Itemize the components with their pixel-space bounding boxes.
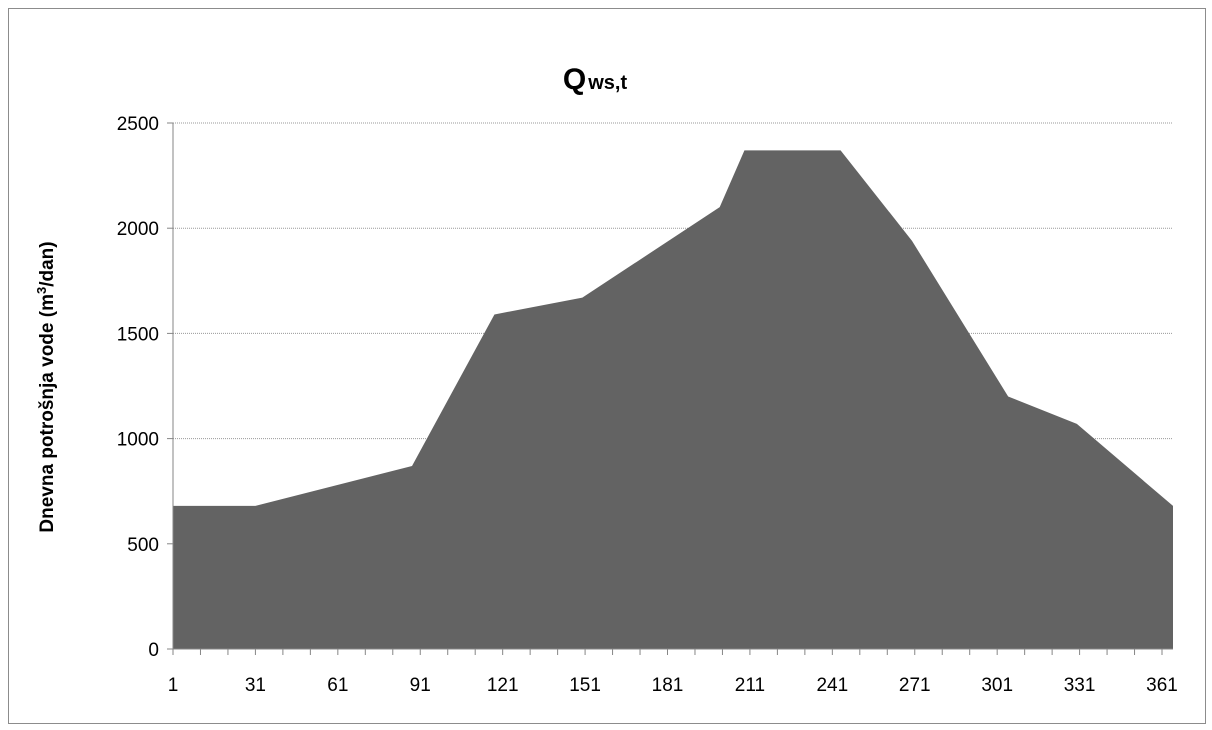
x-tick-label: 91 <box>410 675 431 696</box>
y-axis-title: Dnevna potrošnja vode (m3/dan) <box>34 241 58 532</box>
y-tick-label: 0 <box>148 640 159 661</box>
y-tick-label: 2000 <box>117 219 159 240</box>
x-tick-label: 271 <box>899 675 931 696</box>
y-axis-title-suffix: /dan) <box>37 241 58 286</box>
x-tick-label: 301 <box>981 675 1013 696</box>
x-tick-label: 181 <box>652 675 684 696</box>
chart-title-main: Q <box>563 63 586 96</box>
x-tick-labels: 1 31 61 91 121 151 181 211 241 271 301 331 361 <box>168 675 1178 696</box>
x-tick-label: 241 <box>816 675 848 696</box>
y-tick-label: 1000 <box>117 430 159 451</box>
area-series-0 <box>173 150 1173 650</box>
x-tick-label: 61 <box>327 675 348 696</box>
y-axis-title-superscript: 3 <box>34 287 49 294</box>
x-tick-label: 211 <box>735 675 765 696</box>
axes <box>167 122 1173 655</box>
y-tick-label: 500 <box>127 535 159 556</box>
y-tick-label: 1500 <box>117 324 159 345</box>
y-tick-labels: 0 500 1000 1500 2000 2500 <box>117 114 159 661</box>
x-tick-label: 121 <box>487 675 519 696</box>
x-tick-label: 361 <box>1146 675 1178 696</box>
x-tick-label: 31 <box>245 675 266 696</box>
chart-title-subscript: ws,t <box>587 72 627 94</box>
x-tick-label: 151 <box>569 675 601 696</box>
y-axis-title-main: Dnevna potrošnja vode (m <box>37 294 58 533</box>
x-tick-label: 1 <box>168 675 179 696</box>
area-series <box>173 150 1173 650</box>
x-tick-label: 331 <box>1064 675 1096 696</box>
y-tick-label: 2500 <box>117 114 159 135</box>
